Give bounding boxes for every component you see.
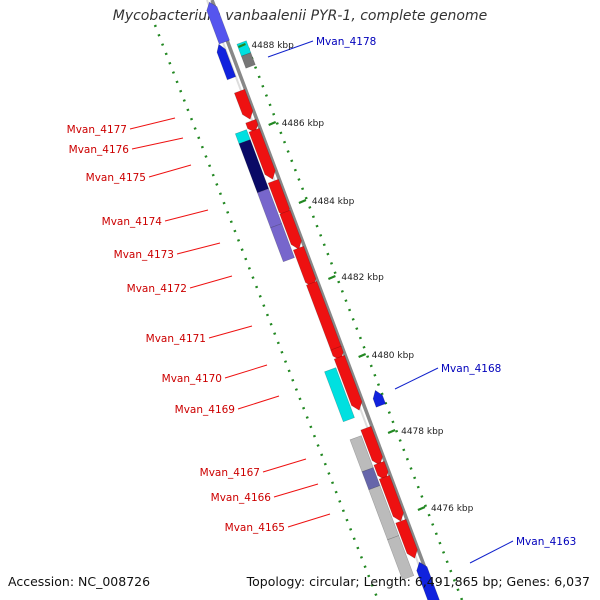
gene-label-mvan-4171: Mvan_4171: [146, 333, 206, 345]
forward-gene: [248, 127, 276, 180]
label-leaders: [129, 40, 514, 564]
ruler-tick: [298, 198, 307, 205]
ruler-tick-label: 4486 kbp: [282, 119, 325, 129]
label-leader: [394, 367, 439, 390]
forward-gene: [279, 209, 302, 250]
ruler-tick-label: 4476 kbp: [431, 504, 474, 514]
other-gene: [387, 535, 415, 581]
forward-gene: [378, 474, 404, 522]
label-leader: [469, 540, 514, 564]
ruler-tick: [327, 274, 336, 281]
ruler-dots: [153, 24, 464, 600]
forward-gene: [395, 518, 418, 559]
label-leader: [267, 40, 314, 58]
backbone-line: [210, 0, 439, 600]
label-leader: [273, 483, 319, 498]
other-gene: [241, 52, 256, 69]
gene-label-mvan-4178: Mvan_4178: [316, 36, 376, 48]
ruler-tick: [358, 352, 367, 359]
reverse-gene: [416, 561, 440, 600]
label-leader: [208, 325, 253, 339]
forward-gene: [234, 88, 254, 120]
reverse-gene: [206, 1, 230, 45]
label-leader: [237, 395, 280, 410]
label-leader: [148, 164, 192, 178]
forward-gene: [373, 460, 389, 481]
gene-label-mvan-4166: Mvan_4166: [211, 492, 272, 504]
gene-label-mvan-4174: Mvan_4174: [102, 216, 163, 228]
forward-gene: [245, 118, 259, 133]
label-leader: [189, 275, 233, 289]
label-leader: [131, 137, 184, 150]
gene-labels: Mvan_4177 Mvan_4176 Mvan_4175 Mvan_4174 Mvan…: [67, 36, 577, 548]
gene-label-mvan-4165: Mvan_4165: [225, 522, 285, 534]
forward-gene: [306, 280, 342, 356]
label-leader: [129, 117, 176, 130]
gene-label-mvan-4170: Mvan_4170: [162, 373, 222, 385]
ruler-dotted-line: [246, 47, 464, 600]
ruler-ticks: 4488 kbp 4486 kbp 4484 kbp 4482 kbp 4480 kbp…: [238, 41, 474, 514]
gene-label-mvan-4175: Mvan_4175: [86, 172, 146, 184]
genome-title: Mycobacterium vanbaalenii PYR-1, complet…: [112, 8, 488, 24]
ruler-tick: [238, 42, 246, 49]
gene-label-mvan-4163: Mvan_4163: [516, 536, 576, 548]
forward-gene: [333, 354, 363, 411]
label-leader: [287, 513, 331, 528]
label-leader: [164, 209, 209, 222]
ruler-tick-label: 4482 kbp: [341, 273, 384, 283]
ruler-tick: [417, 505, 426, 512]
ruler-tick: [268, 120, 277, 127]
other-gene: [324, 367, 355, 423]
gene-label-mvan-4167: Mvan_4167: [200, 467, 260, 479]
gene-label-mvan-4172: Mvan_4172: [127, 283, 187, 295]
forward-gene: [330, 345, 344, 361]
ruler-tick-label: 4488 kbp: [251, 41, 294, 51]
label-leader: [224, 364, 268, 379]
gene-label-mvan-4173: Mvan_4173: [114, 249, 174, 261]
gene-label-mvan-4169: Mvan_4169: [175, 404, 235, 416]
gene-label-mvan-4176: Mvan_4176: [69, 144, 130, 156]
label-leader: [176, 242, 221, 255]
ruler-tick-label: 4484 kbp: [312, 197, 355, 207]
forward-gene: [360, 425, 383, 466]
genes: [206, 1, 440, 600]
ruler-tick: [387, 428, 396, 435]
reverse-gene: [372, 389, 386, 408]
gene-label-mvan-4168: Mvan_4168: [441, 363, 501, 375]
reverse-gene: [216, 43, 237, 81]
ruler-tick-label: 4478 kbp: [401, 427, 444, 437]
topology-text: Topology: circular; Length: 6,491,865 bp…: [246, 574, 590, 589]
accession-text: Accession: NC_008726: [8, 574, 151, 589]
gene-label-mvan-4177: Mvan_4177: [67, 124, 127, 136]
label-leader: [262, 458, 307, 473]
other-gene: [270, 223, 295, 263]
ruler-dotted-line: [153, 24, 380, 600]
ruler-tick-label: 4480 kbp: [372, 351, 415, 361]
